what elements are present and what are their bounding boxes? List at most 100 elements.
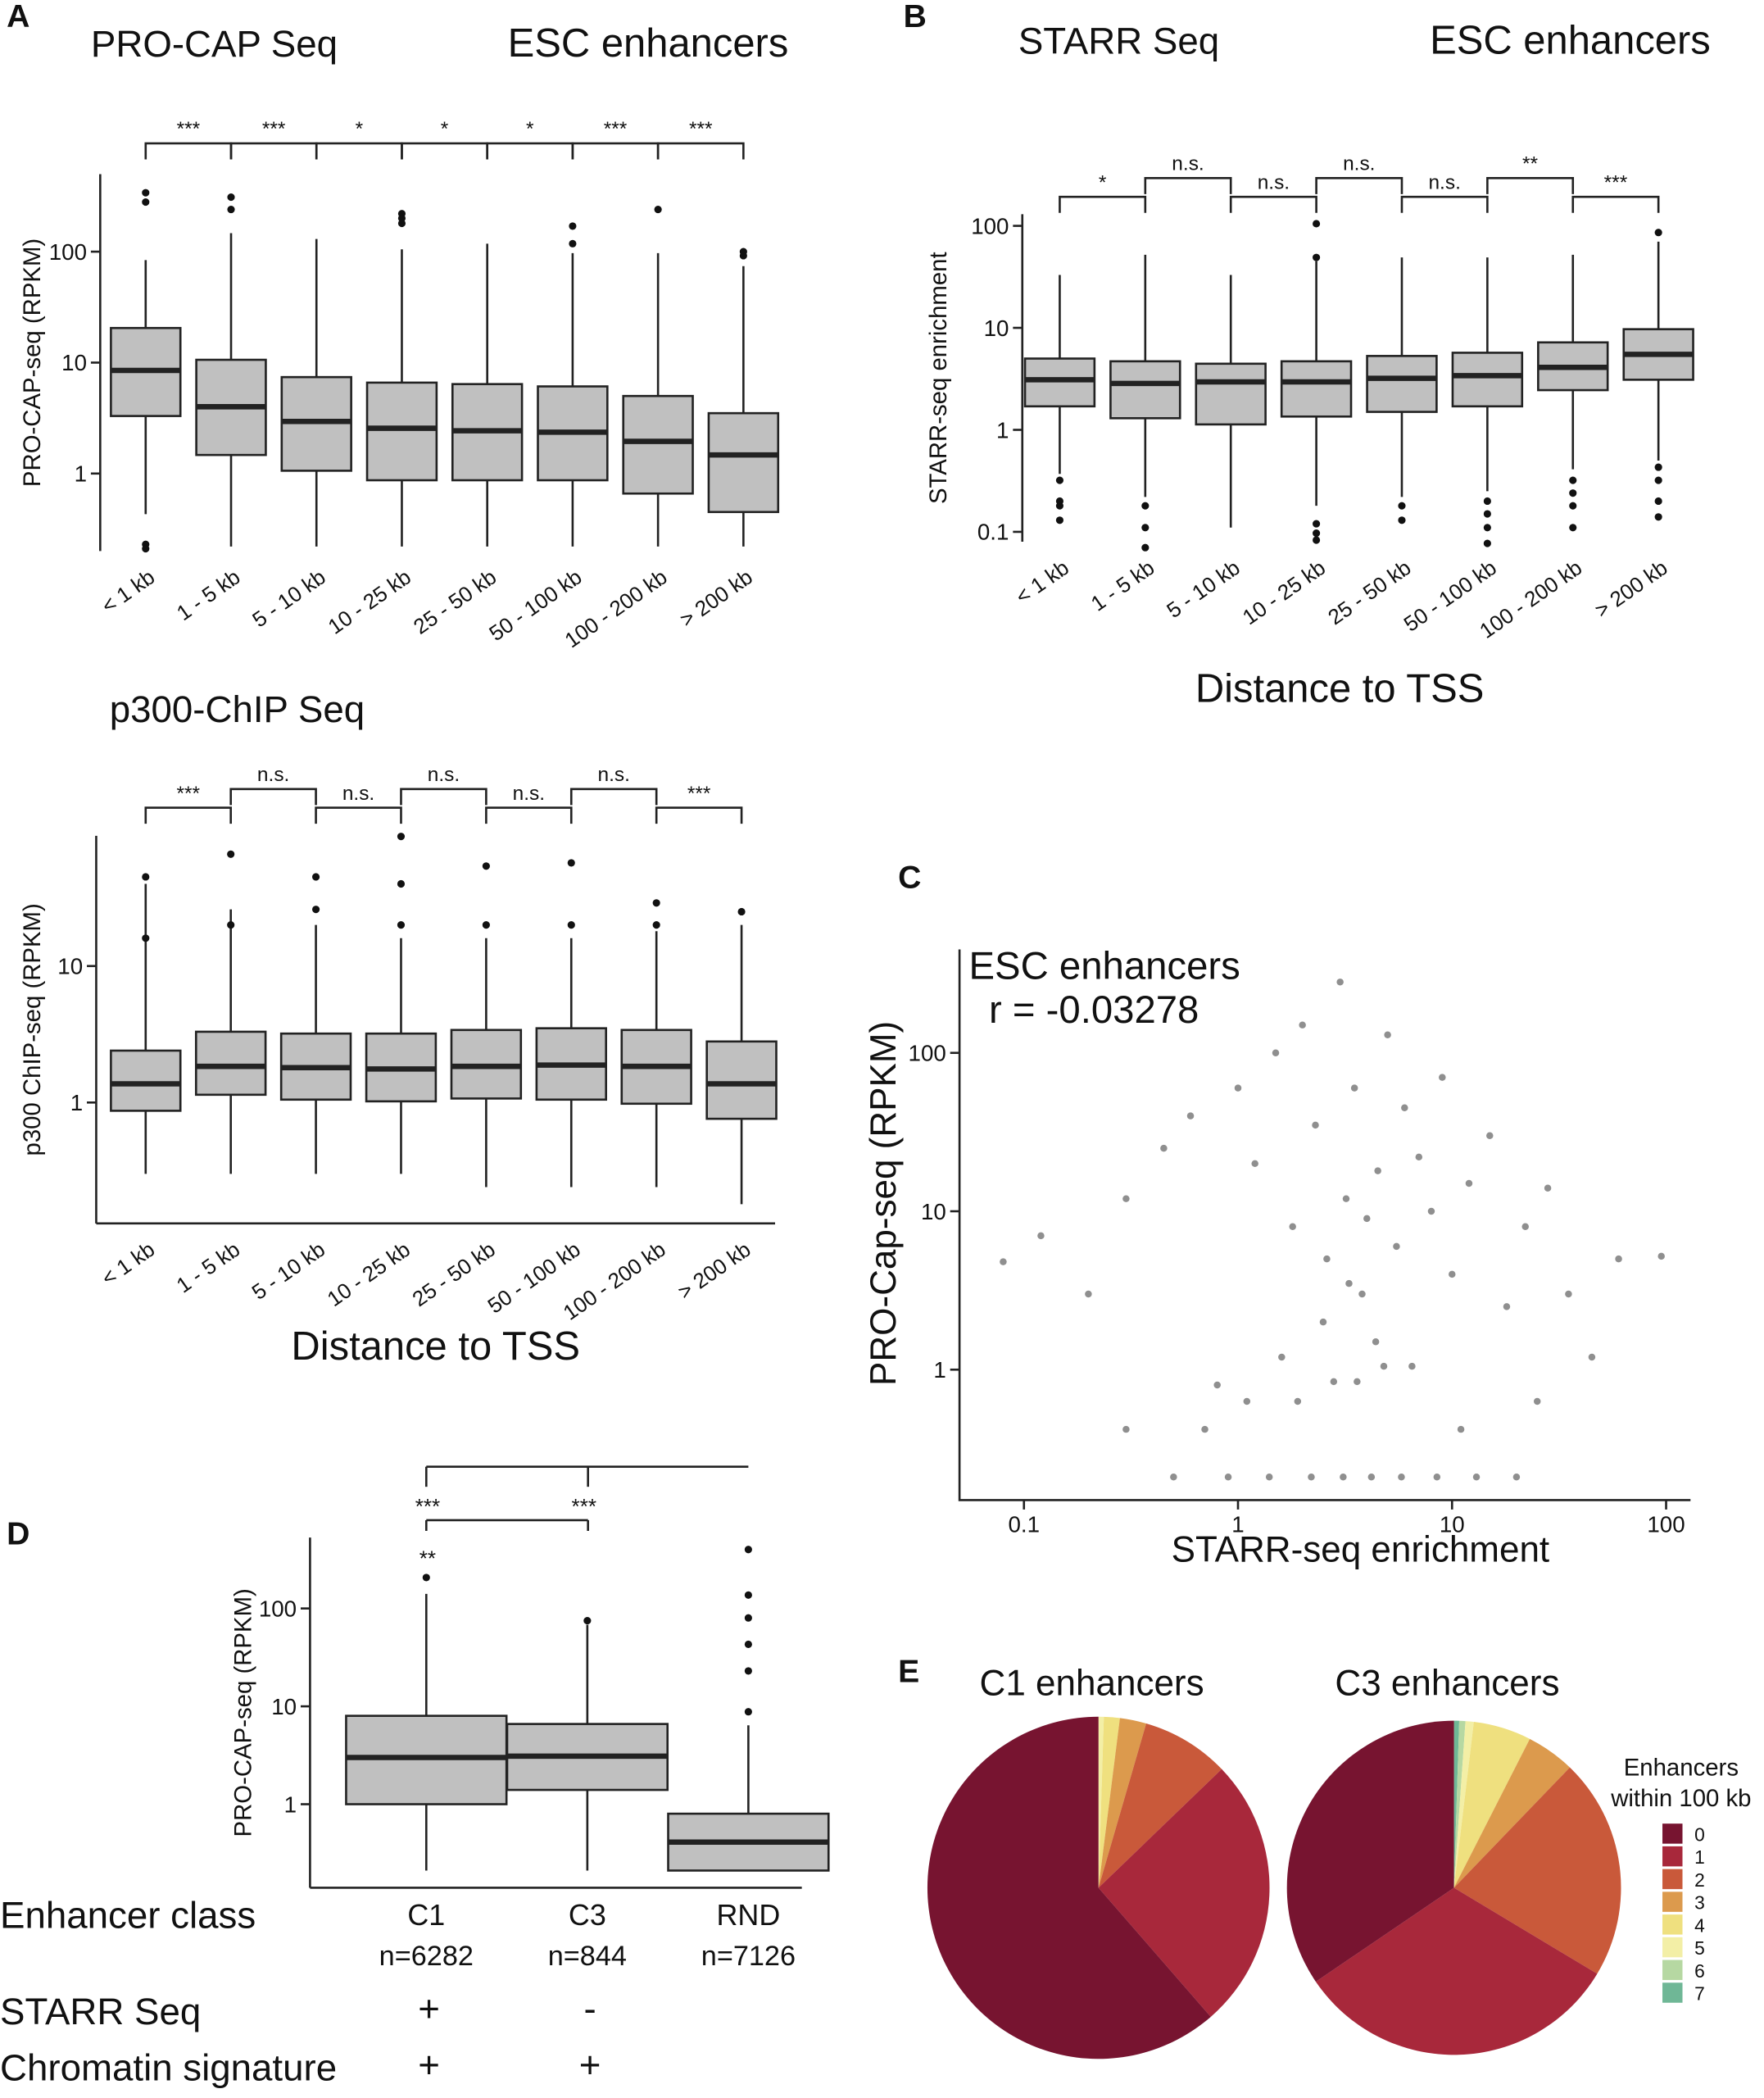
box [194,1030,267,1097]
significance: ** [1522,153,1539,175]
outlier [397,879,406,888]
point [1345,1279,1353,1287]
bracket [569,788,658,806]
outlier [227,193,235,202]
point [1330,1378,1338,1386]
outlier [1654,229,1662,237]
bracket [1229,195,1317,213]
point [1354,1378,1361,1386]
outlier [482,862,490,870]
outlier [227,206,235,214]
outlier [1398,516,1406,524]
outlier [1313,529,1321,538]
x-axis-label: STARR-seq enrichment [1172,1530,1550,1570]
point [1336,979,1344,986]
n-label: n=844 [548,1941,627,1972]
legend-swatch [1662,1982,1683,2003]
row-label: Chromatin signature [0,2046,337,2088]
outlier [1654,476,1662,484]
point [1363,1215,1371,1223]
legend-label: 4 [1694,1914,1705,1936]
pie-slice [1098,1718,1146,1888]
x-tick-label: 1 - 5 kb [1086,555,1159,615]
chart-title: PRO-CAP Seq [91,23,338,65]
outlier [142,873,150,881]
point [1170,1474,1177,1481]
legend-title: within 100 kb [1610,1785,1751,1812]
x-tick-label: < 1 kb [1011,555,1073,609]
significance: *** [415,1494,440,1519]
point [1380,1362,1388,1370]
point [1408,1362,1416,1370]
outlier [1569,502,1577,510]
bracket [229,788,317,806]
bracket [144,806,232,824]
point [1122,1425,1130,1433]
y-tick-label: 10 [57,954,83,979]
point [1401,1104,1408,1111]
outlier [142,198,150,207]
box [705,1040,778,1120]
x-axis-label: Distance to TSS [291,1324,580,1369]
significance: ** [419,1546,436,1570]
outlier [1313,253,1321,261]
significance: *** [1604,171,1628,193]
point [1234,1084,1242,1092]
bracket [571,142,660,160]
outlier [1141,502,1150,510]
y-axis-label: PRO-CAP-seq (RPKM) [230,1588,257,1837]
pie-title: C1 enhancers [980,1664,1204,1704]
point [1512,1474,1521,1481]
point [1224,1474,1232,1481]
point [1521,1223,1529,1230]
point [1449,1270,1456,1278]
outlier [1654,463,1662,471]
point [1372,1337,1380,1346]
x-axis-label: Distance to TSS [1195,667,1485,711]
point [1213,1381,1221,1389]
point [1201,1425,1208,1433]
significance: n.s. [598,764,630,786]
outlier [1483,524,1491,532]
x-tick-label: 10 - 25 kb [1238,555,1330,629]
point [1251,1160,1258,1168]
pie-slice [1453,1767,1621,1974]
x-tick-label: 0.1 [1008,1512,1040,1537]
chart-title: p300-ChIP Seq [110,688,365,730]
outlier [1141,543,1150,552]
legend-swatch [1662,1846,1683,1867]
pie-slice [927,1716,1211,2059]
box [1195,362,1267,426]
bracket [315,142,403,160]
outlier [142,544,150,553]
outlier [567,859,575,867]
significance: *** [689,118,713,140]
point [1393,1242,1400,1251]
panel-letter: D [7,1516,29,1551]
legend-label: 6 [1694,1960,1705,1982]
x-tick-label: 1 [1231,1512,1244,1537]
bracket [229,142,318,160]
outlier [397,921,406,929]
outlier [142,934,150,942]
point [1085,1290,1092,1298]
point [1657,1252,1665,1260]
y-tick-label: 100 [49,239,87,265]
point [1294,1397,1302,1405]
outlier [422,1574,430,1582]
outlier [744,1546,752,1554]
point [1503,1303,1511,1310]
panel-letter: A [7,0,29,34]
chart-title: ESC enhancers [969,944,1240,988]
outlier [652,921,660,929]
panel-letter: B [904,0,927,34]
outlier [1483,510,1491,518]
y-axis-label: p300 ChIP-seq (RPKM) [19,903,46,1156]
legend-label: 7 [1694,1982,1705,2004]
point [1186,1112,1195,1119]
legend-swatch [1662,1891,1683,1912]
outlier [142,188,150,197]
y-tick-label: 1 [933,1357,945,1383]
point [1486,1132,1494,1140]
